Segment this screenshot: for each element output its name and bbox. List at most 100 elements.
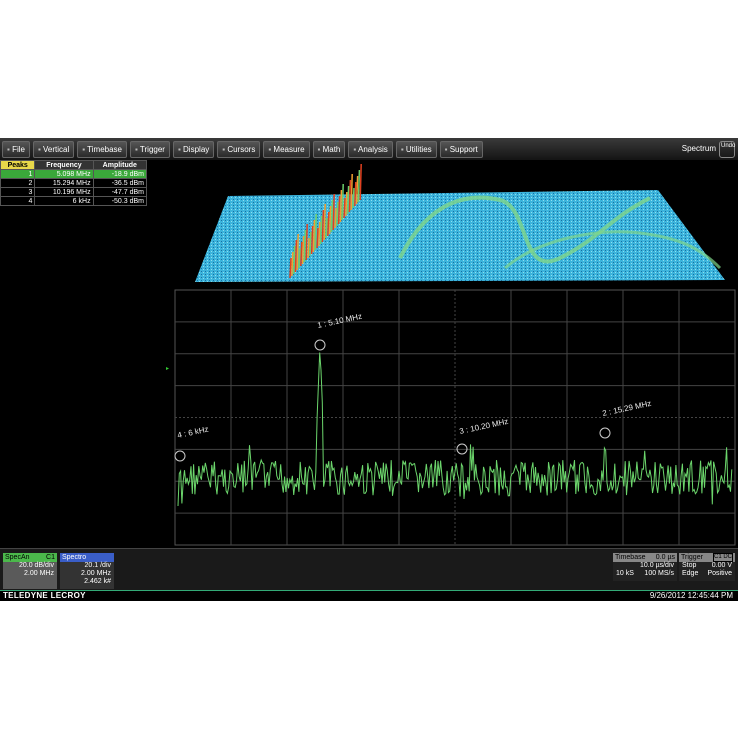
ridge-line [346, 185, 350, 215]
menu-button[interactable]: Cursors [217, 140, 261, 158]
ridge-line [319, 215, 323, 245]
trigger-box[interactable]: Trigger C1 DC Stop 0.00 V Edge Positive [679, 553, 735, 581]
ridge-line [291, 251, 294, 277]
ridge-line [352, 187, 355, 209]
scale: 20.1 /div [84, 562, 111, 569]
peak-label: 3 : 10.20 MHz [459, 417, 510, 436]
ridge-line [300, 241, 303, 267]
trace-line [177, 352, 733, 507]
ridge-line [345, 191, 348, 217]
cell: -50.3 dBm [92, 196, 148, 206]
cell: 4 [0, 196, 36, 206]
label: Spectro [60, 553, 114, 562]
ridge-line [359, 163, 362, 201]
ridge-line [305, 223, 308, 261]
spectrum-grid [174, 289, 736, 546]
delay: 0.0 µs [655, 554, 675, 561]
ridge-line [328, 205, 332, 235]
ridge-line [289, 257, 292, 279]
ridge-line [325, 217, 328, 239]
spectrum-trace [177, 352, 733, 507]
menu-button[interactable]: Utilities [395, 140, 437, 158]
label: Trigger [681, 554, 703, 561]
menu-button[interactable]: Vertical [32, 140, 75, 158]
ridge-line [343, 197, 346, 219]
level: 0.00 V [711, 562, 732, 569]
scope-screen: FileVerticalTimebaseTriggerDisplayCursor… [0, 138, 738, 601]
display: 1 : 5.10 MHz 2 : 15.29 MHz 3 : 10.20 MHz 4 … [166, 163, 736, 546]
ridge-line [310, 225, 314, 255]
type: Edge [682, 570, 699, 577]
spectrogram-3d [195, 163, 725, 282]
specan-box[interactable]: SpecAn C1 20.0 dB/div 2.00 MHz [3, 553, 57, 589]
scale: 10.0 µs/div [640, 562, 674, 569]
menu-bar: FileVerticalTimebaseTriggerDisplayCursor… [0, 138, 738, 160]
ridge-line [348, 179, 352, 213]
menu-button[interactable]: Analysis [348, 140, 393, 158]
peak-marker [456, 443, 468, 455]
brand: TELEDYNE LECROY [3, 591, 86, 600]
trace-tag: ▸ [166, 366, 169, 372]
ridge-line [314, 213, 317, 251]
ridge-line [292, 245, 296, 275]
ridge-line [301, 235, 305, 265]
mode: Stop [682, 562, 697, 569]
menu-button[interactable]: Math [312, 140, 346, 158]
ridge-line [337, 195, 341, 225]
ridge-line [357, 169, 361, 203]
ridge-line [312, 219, 316, 253]
peak-marker [599, 427, 611, 439]
slope: Positive [707, 570, 732, 577]
channel: C1 [46, 554, 55, 561]
ridge-line [307, 237, 310, 259]
samples: 10 kS [616, 570, 634, 577]
ridge-line [339, 189, 343, 223]
peak-marker [174, 450, 186, 462]
source: C1 DC [712, 553, 733, 562]
ridge-line [327, 211, 330, 237]
ridge-line [330, 199, 334, 233]
ridge-line [309, 231, 312, 257]
ridge-line [354, 181, 357, 207]
peak-label: 1 : 5.10 MHz [317, 312, 363, 330]
label: SpecAn [5, 554, 30, 561]
menu-button[interactable]: File [2, 140, 30, 158]
status-bar: SpecAn C1 20.0 dB/div 2.00 MHz Spectro 20… [0, 548, 738, 591]
menu-button[interactable]: Timebase [77, 140, 127, 158]
menu-button[interactable]: Measure [263, 140, 310, 158]
mode-label: Spectrum [681, 144, 716, 153]
ridge-line [336, 201, 339, 227]
timebase-box[interactable]: Timebase 0.0 µs 10.0 µs/div 10 kS 100 MS/s [613, 553, 677, 581]
peaks-table: Peaks Frequency Amplitude 1 5.098 MHz -18.9 d… [0, 160, 148, 206]
ridge-line [341, 183, 344, 221]
ridge-line [323, 203, 326, 241]
spectro-box[interactable]: Spectro 20.1 /div 2.00 MHz 2.462 k# [60, 553, 114, 589]
peak-label: 2 : 15.29 MHz [602, 399, 653, 418]
ridge-line [334, 207, 337, 229]
menu-button[interactable]: Display [172, 140, 215, 158]
ridge-line [332, 193, 335, 231]
ridge-line [294, 239, 298, 273]
ridge-line [355, 175, 359, 205]
footer: TELEDYNE LECROY 9/26/2012 12:45:44 PM [0, 590, 738, 601]
ridge-line [298, 247, 301, 269]
ridge-line [316, 227, 319, 249]
menu-button[interactable]: Support [439, 140, 483, 158]
ridge-line [321, 209, 325, 243]
ridge-line [318, 221, 321, 247]
menu-button[interactable]: Trigger [130, 140, 170, 158]
label: Timebase [615, 554, 646, 561]
ridge-line [303, 229, 307, 263]
peak-label: 4 : 6 kHz [177, 425, 210, 440]
peak-row[interactable]: 1 5.098 MHz -18.9 dBm [0, 169, 148, 179]
ridge-line [350, 173, 353, 211]
header-row: Peaks Frequency Amplitude [0, 160, 148, 170]
undo-button[interactable]: Undo [719, 141, 735, 158]
ridge-line [296, 233, 299, 271]
rate: 100 MS/s [644, 570, 674, 577]
peak-marker [314, 339, 326, 351]
center: 2.00 MHz [24, 570, 54, 577]
center: 2.00 MHz [81, 570, 111, 577]
